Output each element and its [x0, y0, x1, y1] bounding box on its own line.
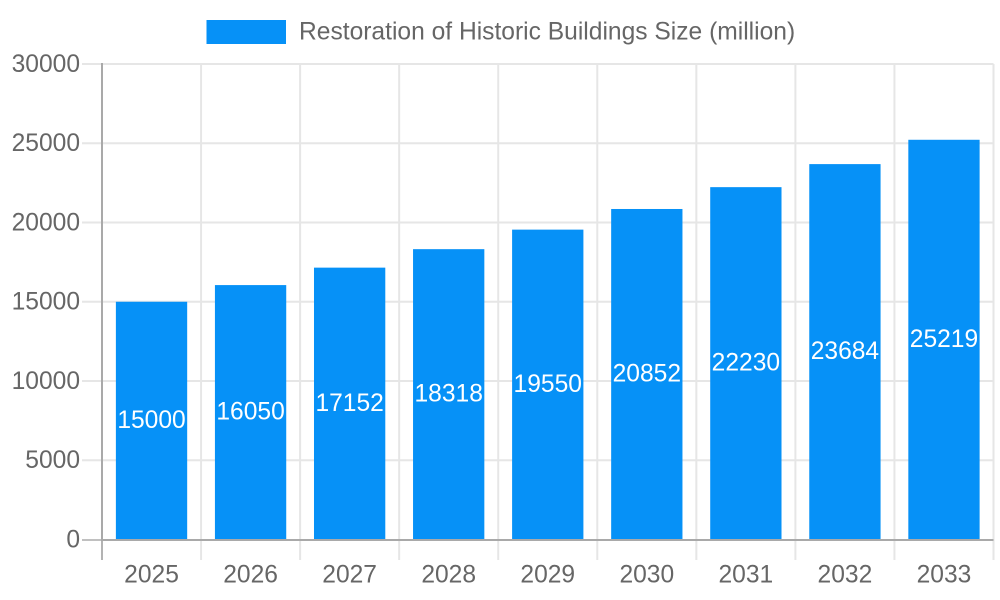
svg-text:0: 0: [66, 526, 80, 553]
svg-text:30000: 30000: [12, 51, 80, 78]
svg-text:5000: 5000: [25, 447, 80, 474]
svg-text:25219: 25219: [910, 326, 978, 353]
svg-text:2025: 2025: [124, 561, 179, 588]
svg-text:10000: 10000: [12, 368, 80, 395]
svg-text:18318: 18318: [414, 381, 482, 408]
svg-text:2032: 2032: [818, 561, 873, 588]
svg-text:19550: 19550: [514, 371, 582, 398]
svg-text:20852: 20852: [613, 360, 681, 387]
svg-text:17152: 17152: [315, 390, 383, 417]
svg-text:22230: 22230: [712, 350, 780, 377]
svg-text:2033: 2033: [917, 561, 972, 588]
svg-text:Restoration of Historic Buildi: Restoration of Historic Buildings Size (…: [299, 19, 795, 46]
svg-text:2029: 2029: [520, 561, 575, 588]
svg-text:15000: 15000: [12, 289, 80, 316]
svg-text:23684: 23684: [811, 338, 879, 365]
svg-text:2031: 2031: [719, 561, 774, 588]
svg-text:2030: 2030: [619, 561, 674, 588]
svg-text:2026: 2026: [223, 561, 278, 588]
svg-text:15000: 15000: [117, 407, 185, 434]
svg-text:2027: 2027: [322, 561, 377, 588]
svg-text:20000: 20000: [12, 209, 80, 236]
svg-text:16050: 16050: [216, 399, 284, 426]
svg-text:25000: 25000: [12, 130, 80, 157]
svg-text:2028: 2028: [421, 561, 476, 588]
